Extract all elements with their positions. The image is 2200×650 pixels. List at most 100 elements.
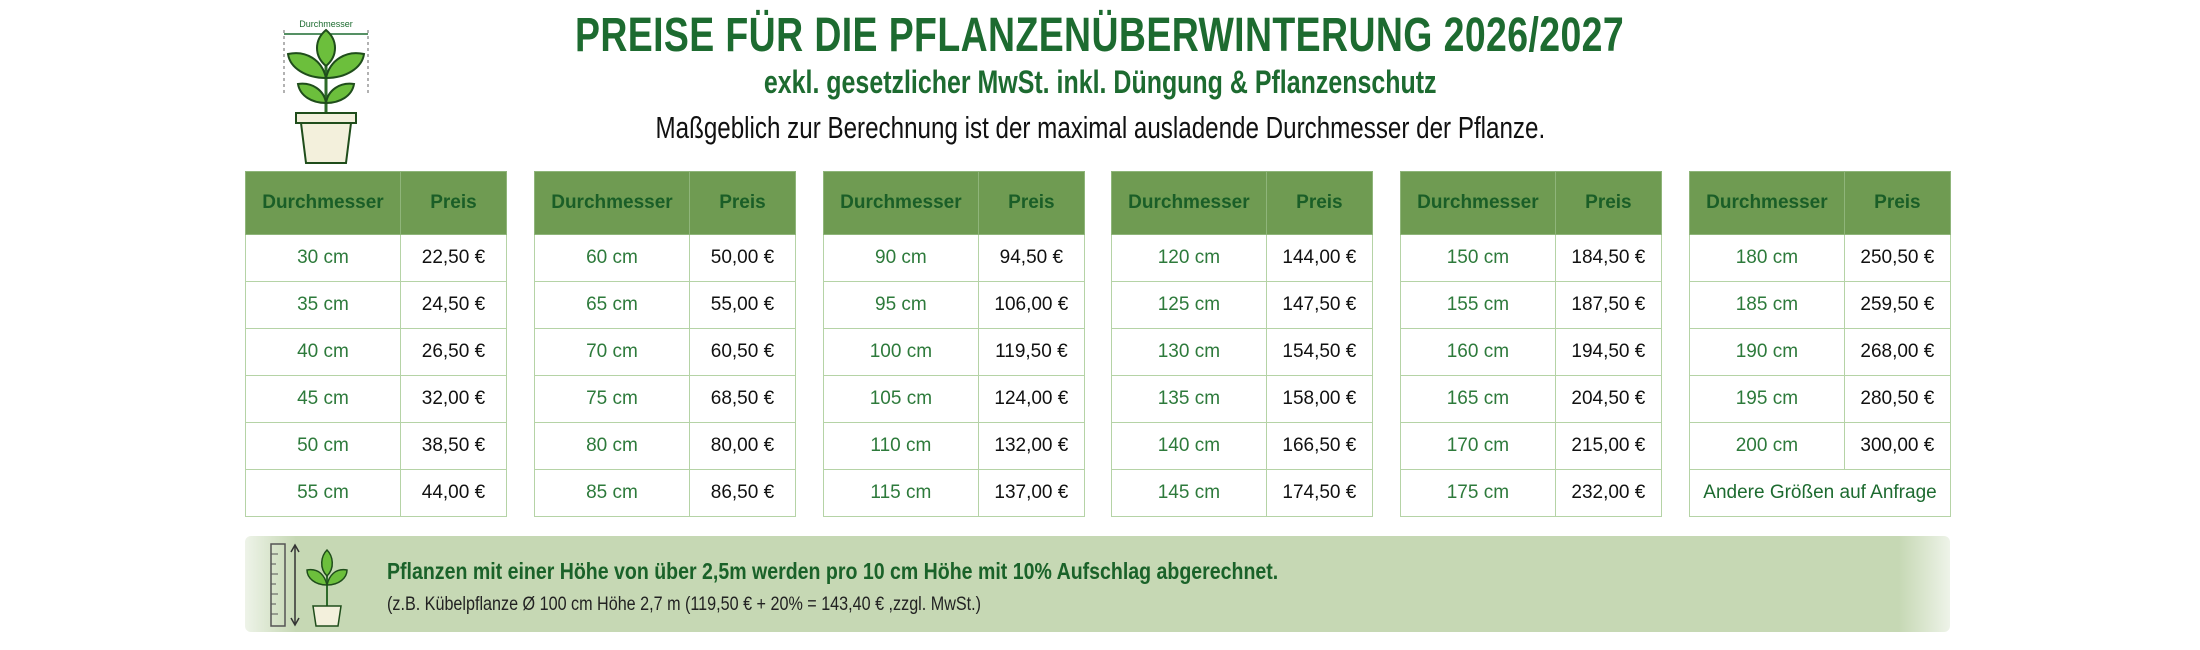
- price-row: 40 cm 26,50 €: [245, 328, 508, 376]
- column-header: Durchmesser: [1400, 171, 1556, 235]
- column-header: Preis: [1843, 171, 1952, 235]
- note-row: Andere Größen auf Anfrage: [1689, 469, 1951, 517]
- header-row: Durchmesser Preis: [1111, 171, 1374, 235]
- diameter: 90 cm: [823, 234, 979, 282]
- price-row: 65 cm 55,00 €: [534, 281, 797, 329]
- price-row: 150 cm 184,50 €: [1400, 234, 1663, 282]
- diameter: 190 cm: [1689, 328, 1845, 376]
- price-table: Durchmesser Preis 60 cm 50,00 €65 cm 55,00 €…: [534, 171, 797, 517]
- diameter: 140 cm: [1111, 422, 1267, 470]
- price-table: Durchmesser Preis 150 cm 184,50 €155 cm 187,…: [1400, 171, 1663, 517]
- header-row: Durchmesser Preis: [823, 171, 1086, 235]
- price: 119,50 €: [977, 328, 1086, 376]
- price-row: 80 cm 80,00 €: [534, 422, 797, 470]
- price-row: 155 cm 187,50 €: [1400, 281, 1663, 329]
- diameter: 200 cm: [1689, 422, 1845, 470]
- diameter: 110 cm: [823, 422, 979, 470]
- price: 300,00 €: [1843, 422, 1952, 470]
- price-row: 135 cm 158,00 €: [1111, 375, 1374, 423]
- price: 158,00 €: [1265, 375, 1374, 423]
- header-row: Durchmesser Preis: [534, 171, 797, 235]
- footer-main: Pflanzen mit einer Höhe von über 2,5m we…: [387, 558, 1279, 584]
- price: 50,00 €: [688, 234, 797, 282]
- price-row: 190 cm 268,00 €: [1689, 328, 1952, 376]
- column-header: Durchmesser: [1689, 171, 1845, 235]
- header-row: Durchmesser Preis: [245, 171, 508, 235]
- price-table: Durchmesser Preis 90 cm 94,50 €95 cm 106,00 …: [823, 171, 1086, 517]
- column-header: Preis: [977, 171, 1086, 235]
- price: 132,00 €: [977, 422, 1086, 470]
- diameter: 80 cm: [534, 422, 690, 470]
- diameter: 30 cm: [245, 234, 401, 282]
- price: 204,50 €: [1554, 375, 1663, 423]
- diameter: 55 cm: [245, 469, 401, 517]
- price-row: 175 cm 232,00 €: [1400, 469, 1663, 517]
- price: 137,00 €: [977, 469, 1086, 517]
- price: 26,50 €: [399, 328, 508, 376]
- price-row: 140 cm 166,50 €: [1111, 422, 1374, 470]
- diameter: 135 cm: [1111, 375, 1267, 423]
- diameter: 175 cm: [1400, 469, 1556, 517]
- diameter: 85 cm: [534, 469, 690, 517]
- price-row: 85 cm 86,50 €: [534, 469, 797, 517]
- price: 68,50 €: [688, 375, 797, 423]
- price-row: 30 cm 22,50 €: [245, 234, 508, 282]
- icon-label: Durchmesser: [299, 19, 353, 29]
- column-header: Durchmesser: [823, 171, 979, 235]
- footer: Pflanzen mit einer Höhe von über 2,5m we…: [245, 536, 1950, 632]
- diameter: 160 cm: [1400, 328, 1556, 376]
- price-row: 55 cm 44,00 €: [245, 469, 508, 517]
- diameter: 195 cm: [1689, 375, 1845, 423]
- diameter: 180 cm: [1689, 234, 1845, 282]
- diameter: 185 cm: [1689, 281, 1845, 329]
- diameter: 125 cm: [1111, 281, 1267, 329]
- price: 44,00 €: [399, 469, 508, 517]
- price-row: 35 cm 24,50 €: [245, 281, 508, 329]
- price-row: 115 cm 137,00 €: [823, 469, 1086, 517]
- price-table: Durchmesser Preis 180 cm 250,50 €185 cm 259,…: [1689, 171, 1952, 517]
- price: 32,00 €: [399, 375, 508, 423]
- price-row: 195 cm 280,50 €: [1689, 375, 1952, 423]
- price: 94,50 €: [977, 234, 1086, 282]
- price-row: 145 cm 174,50 €: [1111, 469, 1374, 517]
- diameter: 105 cm: [823, 375, 979, 423]
- diameter: 40 cm: [245, 328, 401, 376]
- price: 268,00 €: [1843, 328, 1952, 376]
- footer-example: (z.B. Kübelpflanze Ø 100 cm Höhe 2,7 m (…: [387, 594, 981, 615]
- price-row: 165 cm 204,50 €: [1400, 375, 1663, 423]
- diameter: 35 cm: [245, 281, 401, 329]
- price: 22,50 €: [399, 234, 508, 282]
- price-row: 50 cm 38,50 €: [245, 422, 508, 470]
- diameter: 170 cm: [1400, 422, 1556, 470]
- price-row: 75 cm 68,50 €: [534, 375, 797, 423]
- diameter: 95 cm: [823, 281, 979, 329]
- column-header: Durchmesser: [1111, 171, 1267, 235]
- note: Maßgeblich zur Berechnung ist der maxima…: [655, 110, 1545, 145]
- price: 147,50 €: [1265, 281, 1374, 329]
- diameter: 75 cm: [534, 375, 690, 423]
- height-icon: [270, 543, 348, 627]
- price: 60,50 €: [688, 328, 797, 376]
- column-header: Preis: [399, 171, 508, 235]
- header-row: Durchmesser Preis: [1689, 171, 1952, 235]
- plant-icon: Durchmesser: [283, 19, 369, 164]
- price: 24,50 €: [399, 281, 508, 329]
- price: 174,50 €: [1265, 469, 1374, 517]
- diameter: 45 cm: [245, 375, 401, 423]
- price-row: 90 cm 94,50 €: [823, 234, 1086, 282]
- price: 144,00 €: [1265, 234, 1374, 282]
- price-row: 160 cm 194,50 €: [1400, 328, 1663, 376]
- price: 280,50 €: [1843, 375, 1952, 423]
- price: 80,00 €: [688, 422, 797, 470]
- price-row: 200 cm 300,00 €: [1689, 422, 1952, 470]
- price: 124,00 €: [977, 375, 1086, 423]
- diameter: 155 cm: [1400, 281, 1556, 329]
- price: 55,00 €: [688, 281, 797, 329]
- column-header: Preis: [688, 171, 797, 235]
- column-header: Durchmesser: [245, 171, 401, 235]
- diameter: 150 cm: [1400, 234, 1556, 282]
- price: 106,00 €: [977, 281, 1086, 329]
- diameter: 100 cm: [823, 328, 979, 376]
- column-header: Preis: [1265, 171, 1374, 235]
